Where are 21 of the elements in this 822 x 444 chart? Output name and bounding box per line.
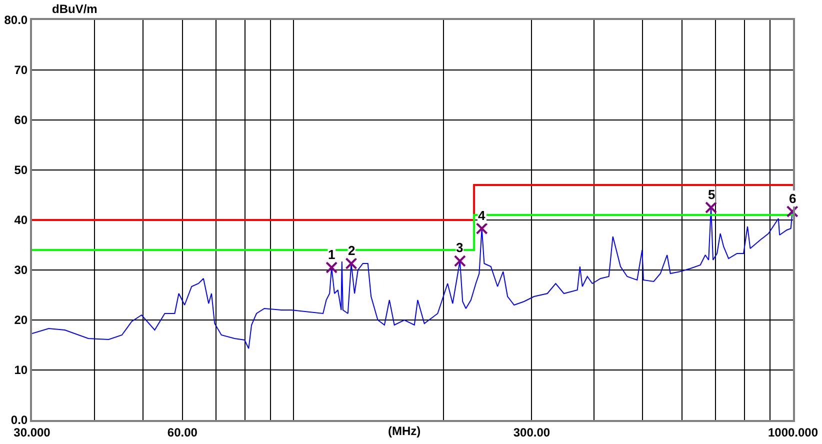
y-tick-label: 40 [14, 213, 28, 228]
y-tick-label: 70 [14, 63, 28, 78]
annotation: 6 [789, 191, 796, 206]
y-axis-title: dBuV/m [52, 2, 98, 16]
annotation: 1 [328, 247, 336, 262]
y-tick-label: 80.0 [4, 13, 28, 28]
x-axis-title: (MHz) [388, 424, 421, 438]
y-tick-label: 30 [14, 263, 28, 278]
x-tick-label: 1000.000 [768, 425, 818, 440]
y-tick-label: 50 [14, 163, 28, 178]
annotation: 2 [348, 243, 356, 258]
y-tick-label: 20 [14, 313, 28, 328]
y-tick-label: 60 [14, 113, 28, 128]
x-tick-label: 300.00 [513, 425, 550, 440]
annotation: 3 [456, 240, 464, 255]
x-tick-label: 60.00 [167, 425, 198, 440]
annotation: 4 [478, 208, 486, 223]
y-tick-label: 0.0 [10, 413, 28, 428]
x-tick-label: 30.000 [14, 425, 51, 440]
annotation: 5 [708, 187, 716, 202]
y-tick-label: 10 [14, 363, 28, 378]
